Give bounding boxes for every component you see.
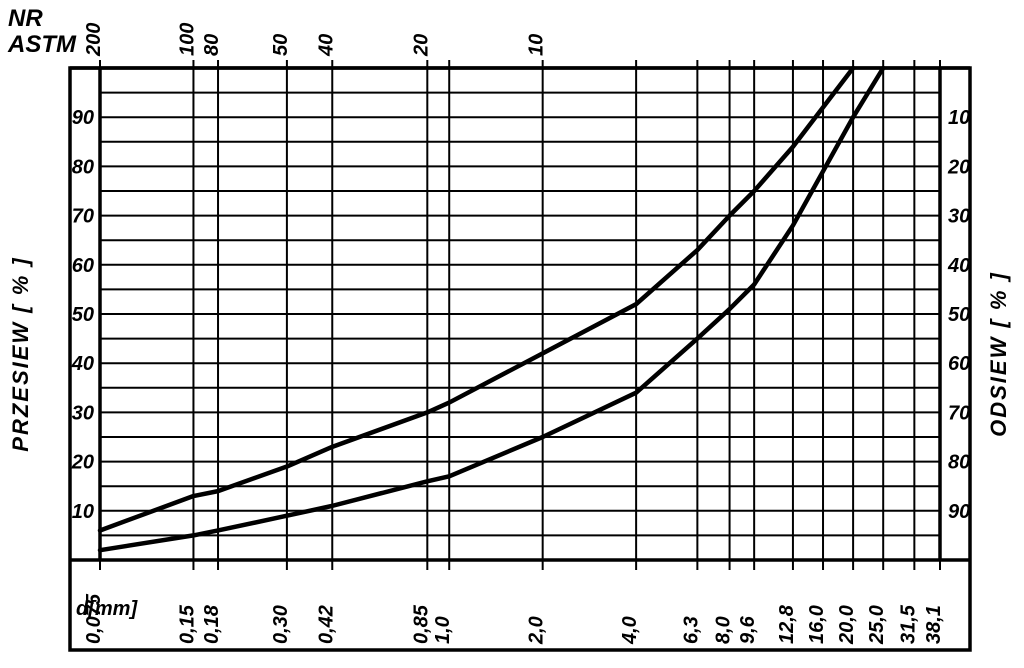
astm-top-label: 80 (201, 34, 223, 56)
y-left-tick-label: 10 (72, 501, 94, 523)
astm-top-label: 40 (315, 34, 337, 57)
y-right-tick-label: 80 (948, 452, 970, 474)
x-tick-label: 16,0 (806, 605, 828, 644)
astm-top-label: 50 (270, 34, 292, 56)
x-tick-label: 31,5 (897, 604, 919, 644)
y-right-tick-label: 40 (947, 255, 970, 277)
x-tick-label: 20,0 (836, 605, 858, 645)
astm-top-label: 10 (526, 34, 548, 56)
y-left-tick-label: 90 (72, 107, 94, 129)
x-axis-unit-label: d[mm] (76, 598, 138, 620)
outer-frame (70, 68, 970, 650)
x-tick-label: 0,15 (176, 604, 198, 644)
y-left-tick-label: 30 (72, 402, 94, 424)
x-tick-label: 0,18 (201, 604, 223, 644)
y-left-tick-label: 60 (72, 255, 94, 277)
y-right-tick-label: 50 (948, 304, 970, 326)
corner-label: ASTM (7, 31, 77, 58)
x-tick-label: 25,0 (866, 605, 888, 645)
x-tick-label: 4,0 (619, 616, 641, 645)
x-tick-label: 0,30 (270, 605, 292, 644)
y-left-tick-label: 80 (72, 156, 94, 178)
y-left-tick-label: 20 (71, 452, 94, 474)
x-tick-label: 6,3 (680, 616, 702, 644)
y-right-tick-label: 30 (948, 206, 970, 228)
y-right-tick-label: 20 (947, 156, 970, 178)
y-right-tick-label: 70 (948, 402, 970, 424)
gradation-chart: 1020304050607080901020304050607080900,07… (0, 0, 1024, 668)
y-left-axis-label: PRZESIEW [ % ] (8, 256, 33, 451)
y-right-tick-label: 10 (948, 107, 970, 129)
y-left-tick-label: 50 (72, 304, 94, 326)
astm-top-label: 200 (83, 23, 105, 57)
x-tick-label: 0,42 (315, 605, 337, 644)
astm-top-label: 20 (410, 34, 432, 57)
x-tick-label: 38,1 (923, 605, 945, 644)
x-tick-label: 8,0 (713, 616, 735, 644)
x-tick-label: 2,0 (526, 616, 548, 645)
x-tick-label: 1,0 (432, 616, 454, 644)
corner-label: NR (8, 5, 43, 32)
y-left-tick-label: 40 (71, 353, 94, 375)
y-right-tick-label: 90 (948, 501, 970, 523)
x-tick-label: 12,8 (776, 604, 798, 644)
y-left-tick-label: 70 (72, 206, 94, 228)
x-tick-label: 0,85 (410, 604, 432, 644)
x-tick-label: 9,6 (737, 615, 759, 644)
y-right-axis-label: ODSIEW [ % ] (986, 271, 1011, 437)
astm-top-label: 100 (176, 23, 198, 56)
y-right-tick-label: 60 (948, 353, 970, 375)
